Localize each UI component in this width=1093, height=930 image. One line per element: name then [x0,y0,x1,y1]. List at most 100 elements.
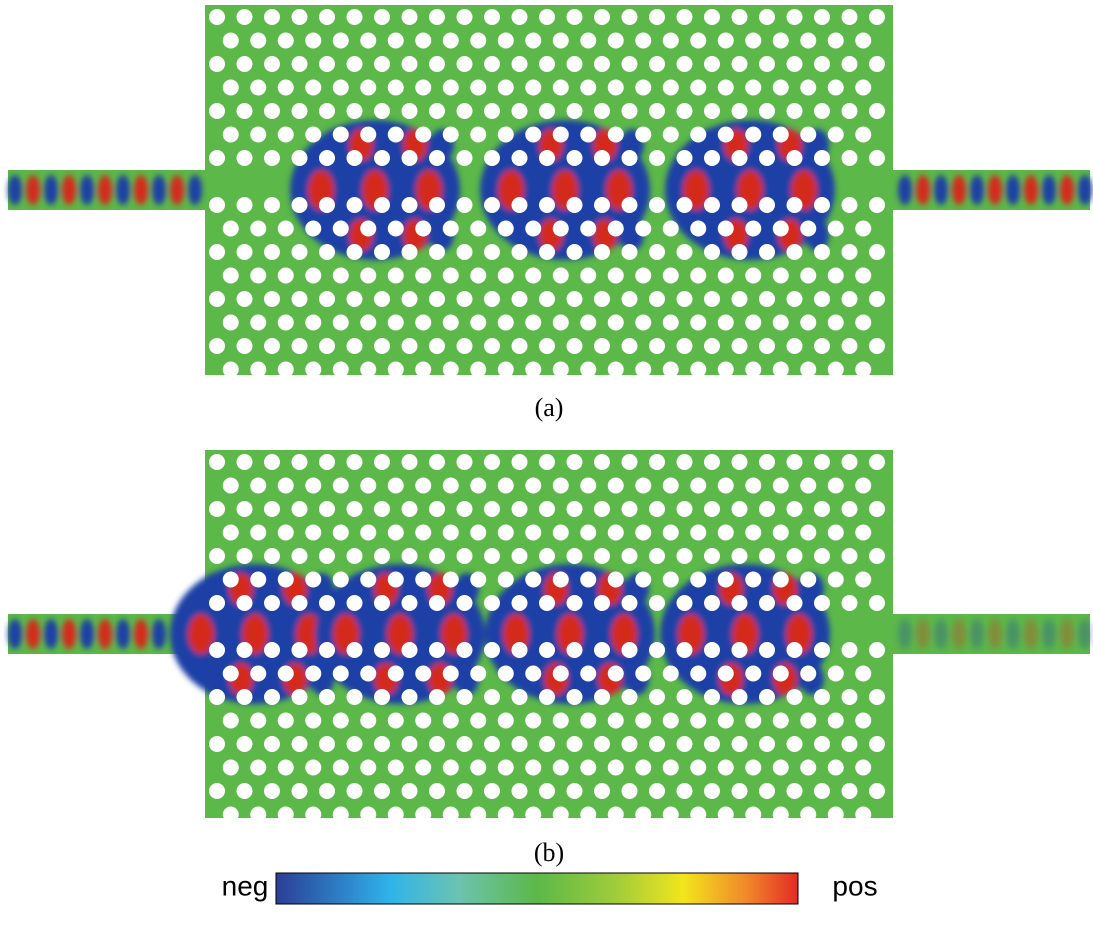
hole [278,572,294,588]
hole [704,150,720,166]
hole [443,807,459,823]
hole [347,338,363,354]
hole [415,760,431,776]
hole [278,221,294,237]
hole [594,56,610,72]
figure: (a) (b) neg pos [0,0,1093,930]
hole [677,783,693,799]
field-lobe [134,175,148,205]
hole [278,478,294,494]
field-lobe [1006,175,1020,205]
hole [814,291,830,307]
hole [429,736,445,752]
hole [333,315,349,331]
hole [745,80,761,96]
hole [415,127,431,143]
hole [264,56,280,72]
hole [319,9,335,25]
hole [649,244,665,260]
hole [525,807,541,823]
hole [209,548,225,564]
hole [264,783,280,799]
hole [539,150,555,166]
hole [635,33,651,49]
hole [264,548,280,564]
hole [333,713,349,729]
hole [759,736,775,752]
hole [443,80,459,96]
hole [842,736,858,752]
hole [525,572,541,588]
hole [704,454,720,470]
hole [470,80,486,96]
hole [278,525,294,541]
hole [250,525,266,541]
field-lobe [970,175,984,205]
hole [223,80,239,96]
hole [223,713,239,729]
hole [855,478,871,494]
hole [787,103,803,119]
hole [292,501,308,517]
hole [223,315,239,331]
hole [594,548,610,564]
hole [237,56,253,72]
hole [237,595,253,611]
hole [635,525,651,541]
hole [622,103,638,119]
hole [539,244,555,260]
hole [814,595,830,611]
hole [443,268,459,284]
hole [759,501,775,517]
hole [347,689,363,705]
hole [649,291,665,307]
hole [539,736,555,752]
hole [347,501,363,517]
hole [594,642,610,658]
hole [512,548,528,564]
hole [677,642,693,658]
hole [539,783,555,799]
hole [718,713,734,729]
hole [223,478,239,494]
hole [429,548,445,564]
hole [704,244,720,260]
hole [842,103,858,119]
hole [787,338,803,354]
hole [759,291,775,307]
hole [704,197,720,213]
hole [498,666,514,682]
hole [237,736,253,752]
hole [470,268,486,284]
field [8,564,1092,704]
field-lobe [170,175,184,205]
hole [388,127,404,143]
hole [580,33,596,49]
hole [814,150,830,166]
hole [567,103,583,119]
hole [732,197,748,213]
hole [842,595,858,611]
hole [828,315,844,331]
hole [388,760,404,776]
hole [429,291,445,307]
hole [443,315,459,331]
hole [580,572,596,588]
hole [319,291,335,307]
hole [484,736,500,752]
hole [635,713,651,729]
hole [732,454,748,470]
hole [484,783,500,799]
hole [718,33,734,49]
hole [457,244,473,260]
caption: (a) [535,393,564,422]
hole [553,760,569,776]
hole [745,268,761,284]
hole [635,315,651,331]
hole [443,478,459,494]
hole [690,525,706,541]
hole [457,9,473,25]
hole [622,783,638,799]
hole [347,244,363,260]
hole [594,197,610,213]
